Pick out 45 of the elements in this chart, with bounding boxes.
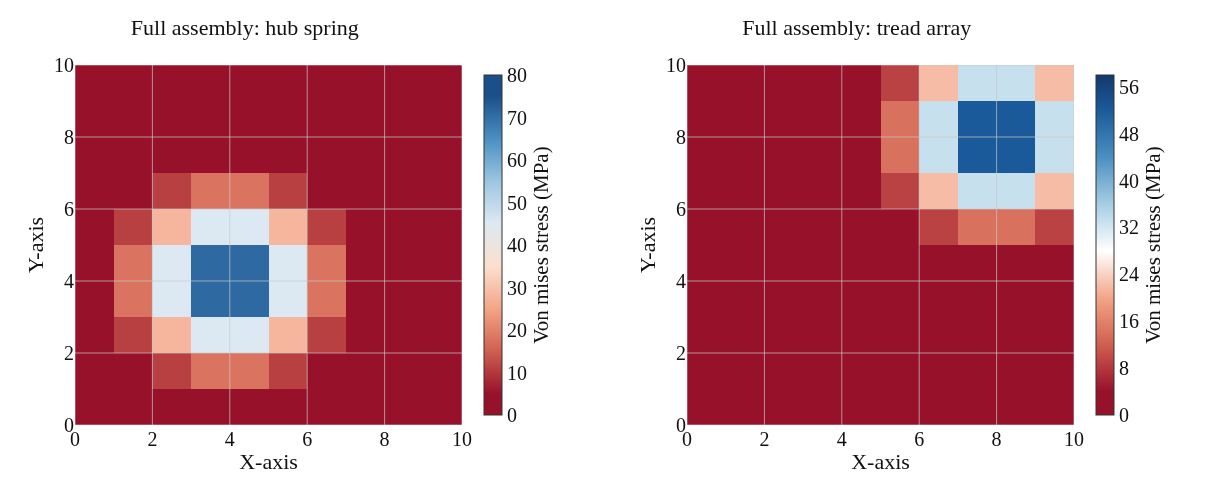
y-tick-label: 6 [64, 198, 74, 220]
color-bar-label: 32 [1119, 216, 1139, 239]
y-tick-label: 6 [676, 198, 686, 220]
x-tick-label: 8 [991, 428, 1002, 450]
x-tick-label: 4 [224, 428, 235, 450]
color-bar-label: 40 [1119, 169, 1139, 192]
color-bar-label: 0 [1119, 404, 1129, 426]
x-tick-label: 8 [379, 428, 390, 450]
y-tick-label: 2 [64, 342, 74, 364]
color-bar-label: 40 [507, 234, 527, 256]
color-bar-label: 16 [1119, 310, 1139, 333]
x-axis-title: X-axis [239, 448, 298, 474]
color-bar-label: 10 [507, 361, 527, 384]
x-tick-label: 6 [914, 428, 925, 450]
y-tick-label: 4 [64, 270, 74, 292]
x-tick-label: 2 [759, 428, 770, 450]
y-axis-title: Y-axis [22, 216, 48, 274]
color-bar-label: 70 [507, 106, 527, 129]
y-tick-label: 10 [666, 54, 686, 76]
x-tick-label: 6 [302, 428, 313, 450]
color-bar-label: 30 [507, 276, 527, 299]
color-bar-label: 8 [1119, 357, 1129, 380]
chart-title: Full assembly: tread array [742, 15, 972, 41]
x-tick-label: 10 [452, 428, 472, 450]
y-tick-label: 2 [676, 342, 686, 364]
color-bar-title: Von mises stress (MPa) [529, 146, 553, 344]
x-tick-label: 2 [147, 428, 158, 450]
y-tick-label: 4 [676, 270, 686, 292]
color-bar-label: 0 [507, 404, 517, 426]
color-bar-label: 24 [1119, 263, 1139, 286]
y-axis-title: Y-axis [634, 216, 660, 274]
color-bar-label: 50 [507, 191, 527, 214]
y-tick-label: 10 [54, 54, 74, 76]
chart-title: Full assembly: hub spring [130, 15, 359, 41]
color-bar-title: Von mises stress (MPa) [1141, 146, 1165, 344]
x-axis-title: X-axis [851, 448, 910, 474]
color-bar-label: 48 [1119, 122, 1139, 145]
y-tick-label: 8 [676, 126, 686, 148]
color-bar-label: 20 [507, 319, 527, 341]
color-bar-label: 56 [1119, 75, 1139, 98]
color-bar-label: 80 [507, 64, 527, 86]
x-tick-label: 4 [836, 428, 847, 450]
y-tick-label: 8 [64, 126, 74, 148]
color-bar-label: 60 [507, 149, 527, 171]
x-tick-label: 10 [1064, 428, 1084, 450]
